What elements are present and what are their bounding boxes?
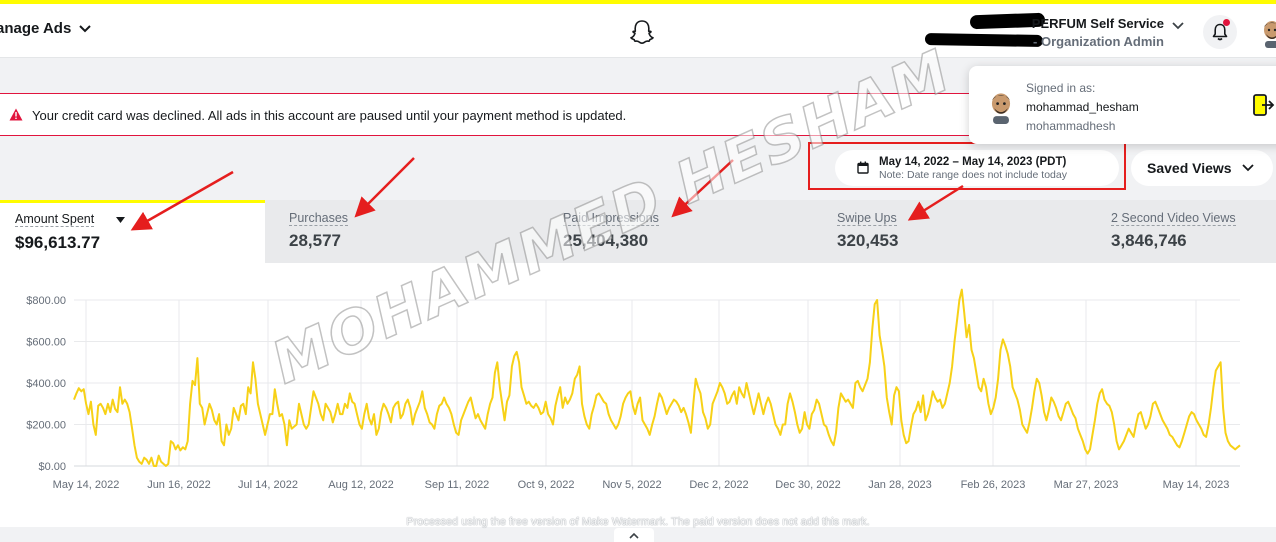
x-tick-label: Jun 16, 2022: [147, 479, 211, 491]
signed-in-email: mohammadhesh: [1026, 119, 1116, 133]
manage-ads-menu[interactable]: anage Ads: [0, 20, 92, 37]
top-accent-bar: [0, 0, 1276, 4]
x-tick-label: Jul 14, 2022: [238, 479, 298, 491]
x-tick-label: May 14, 2022: [53, 479, 120, 491]
series-line-amount-spent: [73, 288, 1241, 467]
watermark-footer-note: Processed using the free version of Make…: [406, 516, 870, 528]
chart-card: [0, 263, 1276, 527]
y-tick-label: $400.00: [26, 378, 66, 390]
user-avatar[interactable]: [1259, 18, 1276, 48]
chevron-down-icon: [79, 24, 92, 32]
y-tick-label: $0.00: [38, 461, 66, 473]
metric-label: Amount Spent: [15, 212, 95, 227]
notifications-button[interactable]: [1203, 15, 1237, 49]
saved-views-label: Saved Views: [1147, 160, 1232, 176]
metric-label: Swipe Ups: [837, 211, 897, 226]
signed-in-popover: Signed in as: mohammad_hesham mohammadhe…: [969, 66, 1276, 144]
chevron-up-icon: [629, 532, 639, 539]
x-tick-label: Aug 12, 2022: [328, 479, 393, 491]
snapchat-ghost-icon[interactable]: [628, 18, 656, 46]
metric-label: Paid Impressions: [563, 211, 659, 226]
date-range-picker[interactable]: May 14, 2022 – May 14, 2023 (PDT) Note: …: [835, 150, 1119, 186]
user-avatar: [991, 93, 1011, 124]
y-tick-label: $600.00: [26, 337, 66, 349]
metric-tab-purchases[interactable]: Purchases 28,577: [265, 200, 540, 263]
saved-views-button[interactable]: Saved Views: [1131, 150, 1273, 186]
metric-value: 320,453: [837, 231, 899, 250]
signed-in-label: Signed in as:: [1026, 81, 1096, 95]
metric-tab-video-views[interactable]: 2 Second Video Views 3,846,746: [1088, 200, 1276, 263]
chevron-down-icon[interactable]: [1172, 22, 1184, 30]
chevron-down-icon: [1241, 164, 1254, 172]
notification-dot: [1223, 19, 1230, 26]
redaction-scribble: [924, 32, 1044, 48]
metric-value: 28,577: [289, 231, 341, 250]
metric-tab-swipe-ups[interactable]: Swipe Ups 320,453: [814, 200, 1088, 263]
x-tick-label: Nov 5, 2022: [602, 479, 661, 491]
top-header: anage Ads PERFUM Self Service - Organiza…: [0, 4, 1276, 58]
manage-ads-label: anage Ads: [0, 20, 72, 37]
account-role: - Organization Admin: [1033, 34, 1164, 49]
metric-value: 3,846,746: [1111, 231, 1187, 250]
warning-icon: [9, 108, 23, 121]
collapse-chart-button[interactable]: [614, 528, 654, 542]
y-tick-label: $200.00: [26, 420, 66, 432]
x-tick-label: Oct 9, 2022: [518, 479, 575, 491]
logout-icon[interactable]: [1253, 94, 1275, 116]
annotation-highlight-box: [808, 142, 1126, 190]
x-tick-label: May 14, 2023: [1163, 479, 1230, 491]
y-tick-label: $800.00: [26, 295, 66, 307]
account-switcher[interactable]: PERFUM Self Service - Organization Admin: [924, 12, 1170, 50]
metric-tab-amount-spent[interactable]: Amount Spent $96,613.77: [0, 200, 265, 263]
metric-value: 25,404,380: [563, 231, 649, 250]
x-tick-label: Mar 27, 2023: [1054, 479, 1119, 491]
date-range-note: Note: Date range does not include today: [879, 169, 1067, 181]
alert-message: Your credit card was declined. All ads i…: [32, 108, 627, 123]
calendar-icon: [857, 161, 869, 174]
x-tick-label: Dec 2, 2022: [689, 479, 748, 491]
x-tick-label: Feb 26, 2023: [961, 479, 1026, 491]
bell-icon: [1212, 23, 1228, 41]
metric-label: 2 Second Video Views: [1111, 211, 1236, 226]
account-name: PERFUM Self Service: [1031, 16, 1164, 31]
x-tick-label: Jan 28, 2023: [868, 479, 932, 491]
sort-down-icon: [116, 217, 125, 223]
metric-label: Purchases: [289, 211, 349, 226]
x-tick-label: Dec 30, 2022: [775, 479, 840, 491]
metric-tab-paid-impressions[interactable]: Paid Impressions 25,404,380: [540, 200, 814, 263]
metric-value: $96,613.77: [15, 233, 101, 252]
x-tick-label: Sep 11, 2022: [425, 479, 490, 491]
date-range-text: May 14, 2022 – May 14, 2023 (PDT): [879, 156, 1067, 168]
amount-spent-line-chart: $800.00 $600.00 $400.00 $200.00 $0.00 May 14,…: [26, 288, 1241, 491]
signed-in-username: mohammad_hesham: [1026, 100, 1139, 114]
